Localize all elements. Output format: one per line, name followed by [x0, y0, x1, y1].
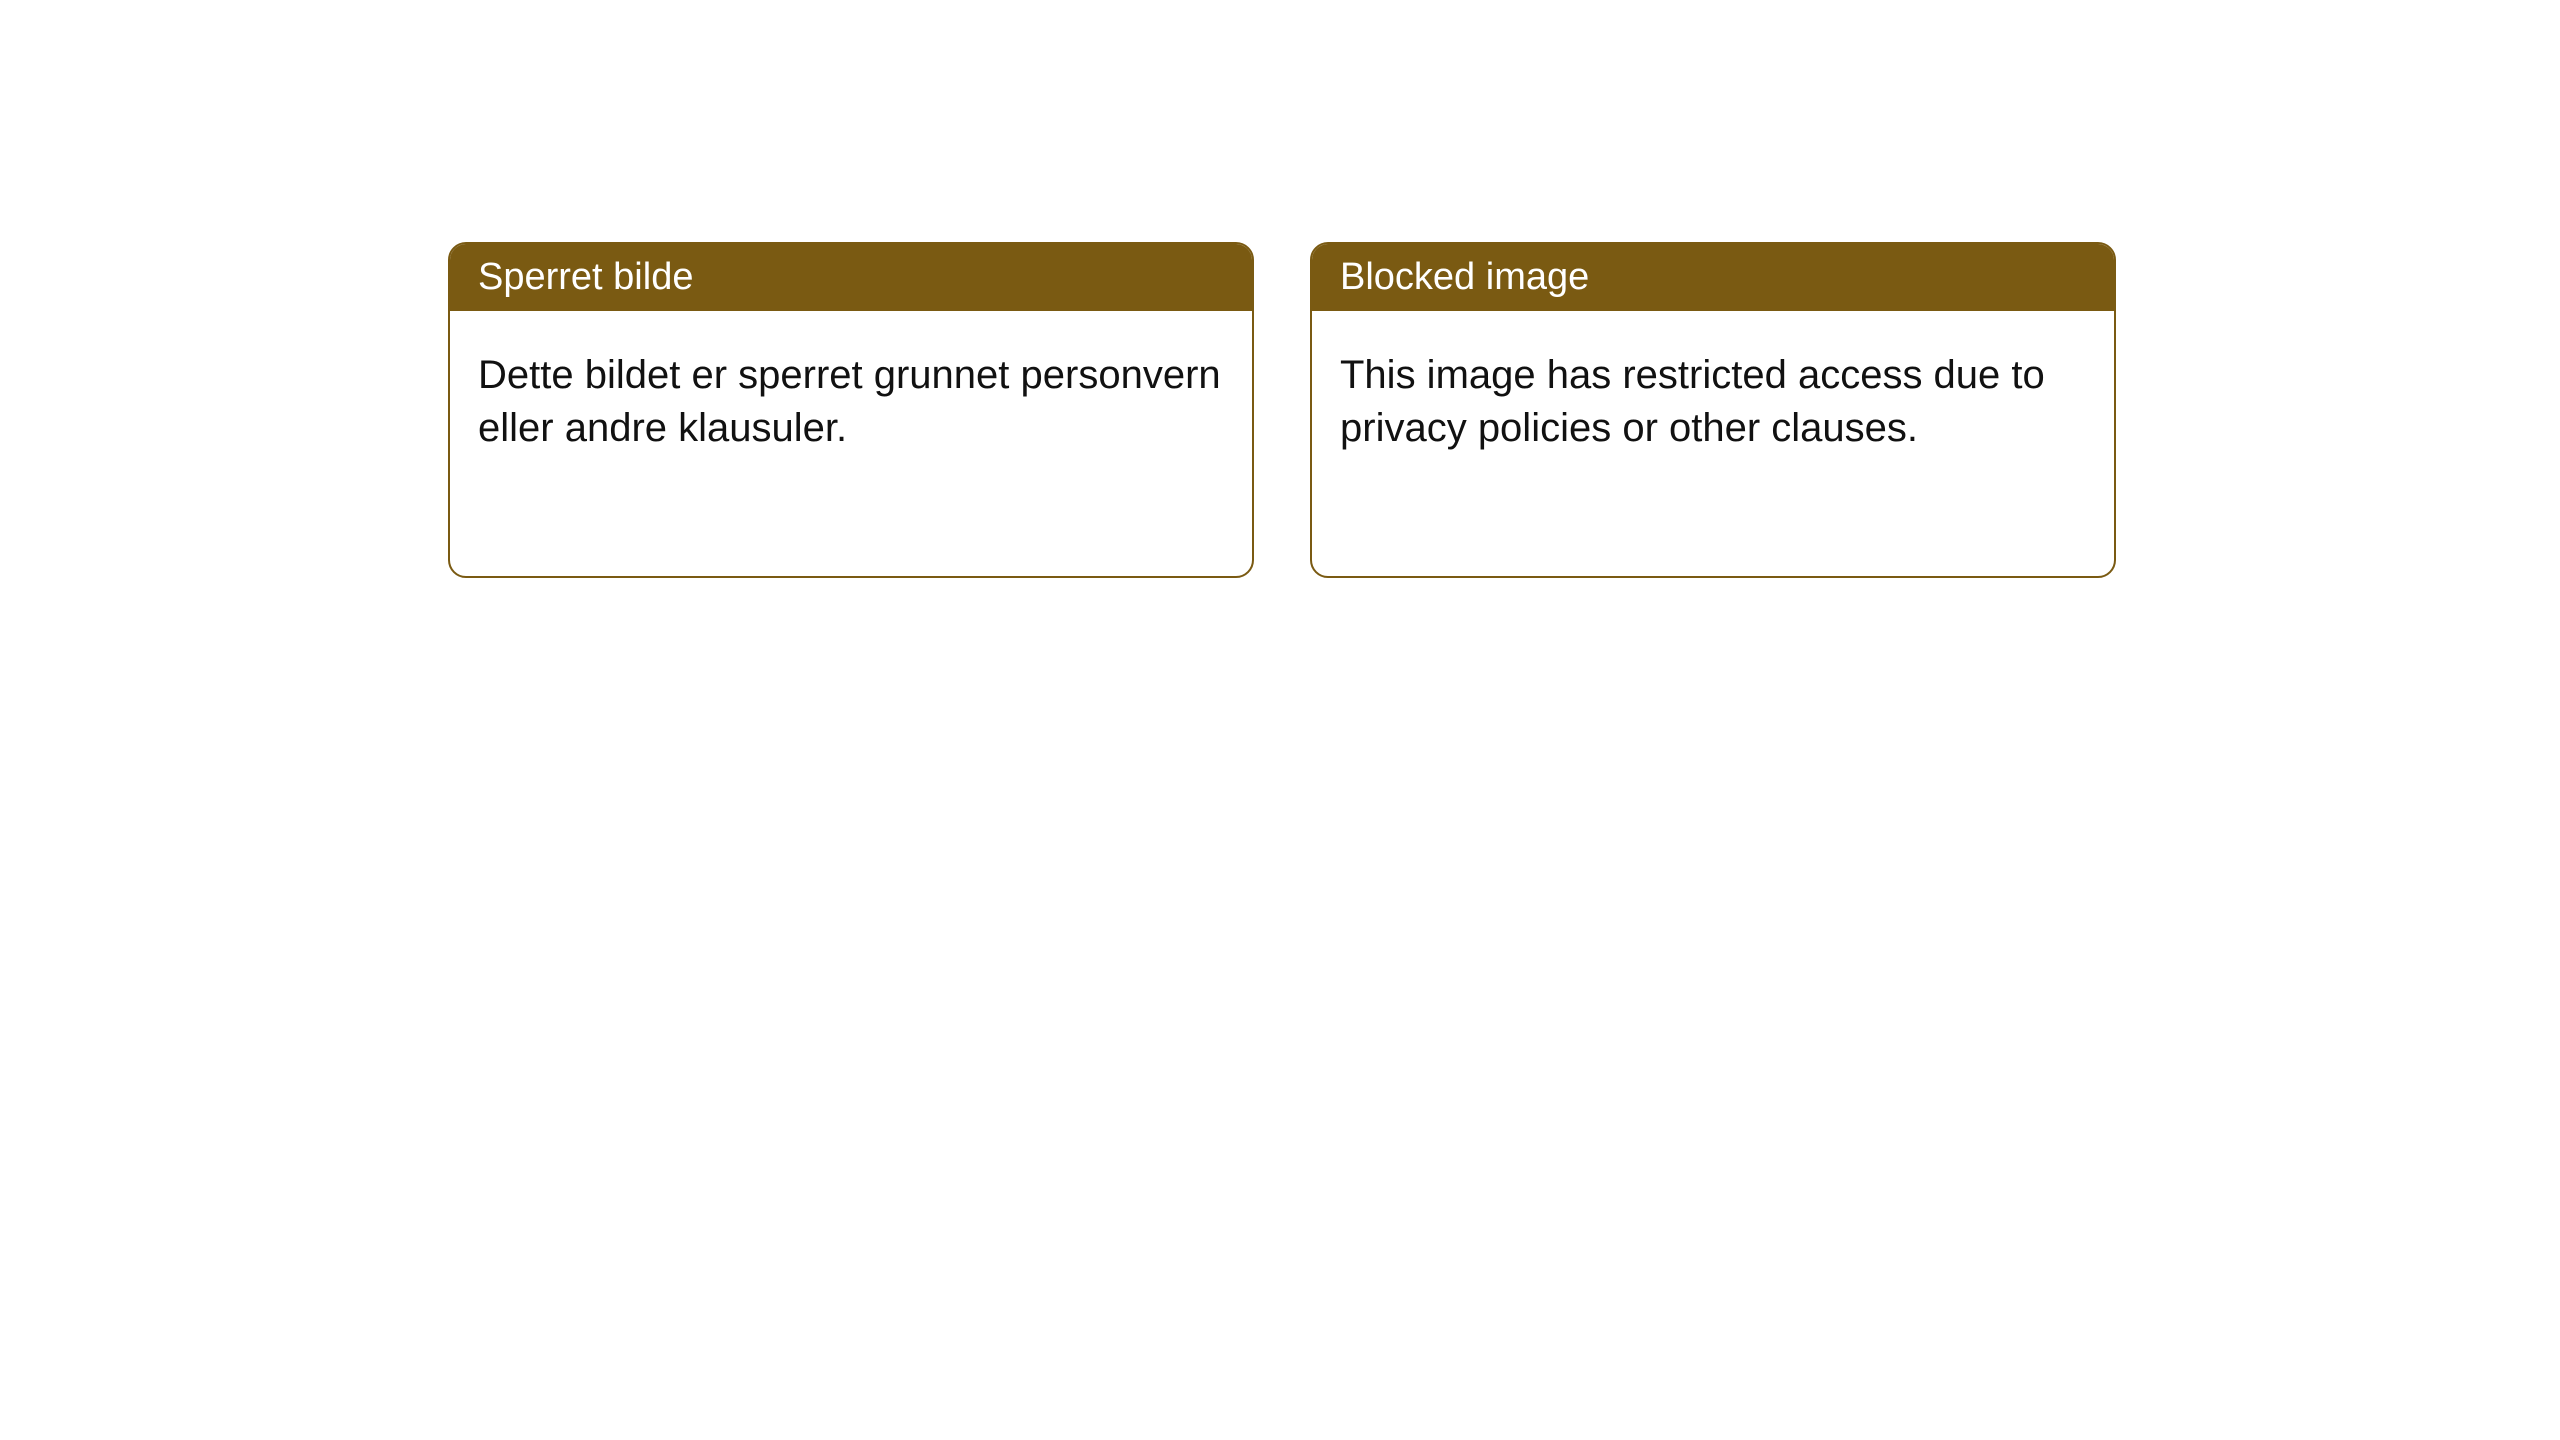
notice-card-norwegian: Sperret bilde Dette bildet er sperret gr… [448, 242, 1254, 578]
notice-body-english: This image has restricted access due to … [1312, 311, 2114, 493]
notice-body-norwegian: Dette bildet er sperret grunnet personve… [450, 311, 1252, 493]
notice-container: Sperret bilde Dette bildet er sperret gr… [0, 0, 2560, 578]
notice-title-norwegian: Sperret bilde [450, 244, 1252, 311]
notice-title-english: Blocked image [1312, 244, 2114, 311]
notice-card-english: Blocked image This image has restricted … [1310, 242, 2116, 578]
